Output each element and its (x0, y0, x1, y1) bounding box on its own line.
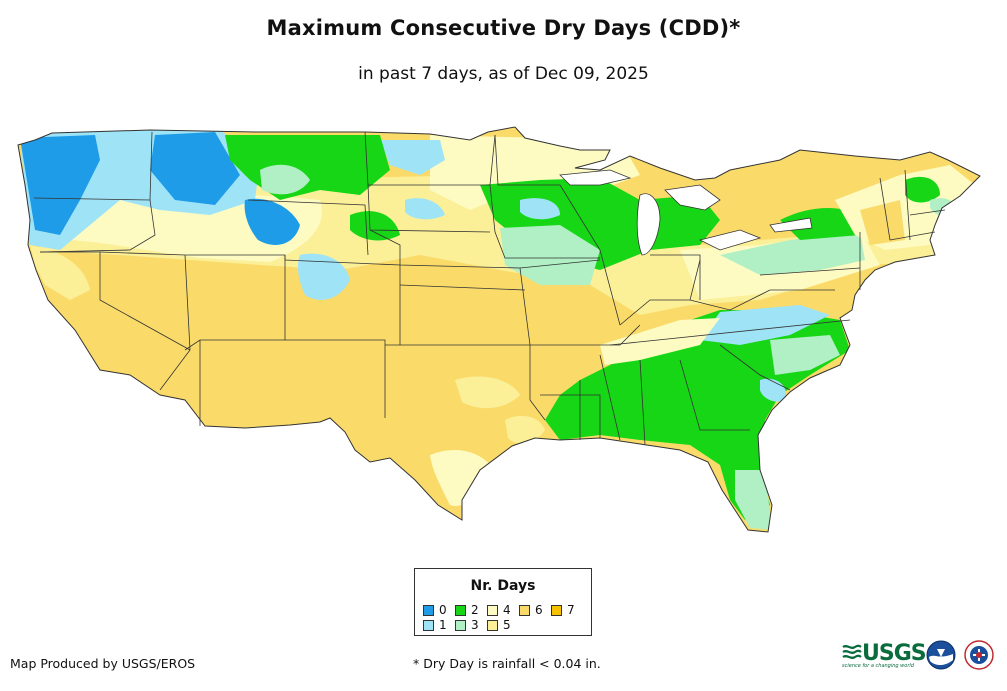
map-title: Maximum Consecutive Dry Days (CDD)* (266, 16, 741, 40)
legend-label: 3 (471, 618, 479, 632)
legend-swatch (455, 605, 466, 616)
legend-item-6: 6 (519, 604, 543, 618)
legend-label: 2 (471, 603, 479, 617)
legend-item-3: 3 (455, 619, 479, 633)
legend-label: 1 (439, 618, 447, 632)
usgs-wave-icon (842, 644, 862, 659)
great-lakes (559, 169, 813, 256)
legend-item-2: 2 (455, 604, 479, 618)
usgs-tagline: science for a changing world (842, 663, 914, 669)
usgs-logo-text: USGS (862, 641, 927, 666)
legend-swatch (487, 605, 498, 616)
legend-label: 7 (567, 603, 575, 617)
legend-item-4: 4 (487, 604, 511, 618)
legend-swatch (551, 605, 562, 616)
legend-label: 4 (503, 603, 511, 617)
map-subtitle: in past 7 days, as of Dec 09, 2025 (358, 64, 649, 84)
legend-title: Nr. Days (470, 578, 536, 594)
legend-swatch (423, 605, 434, 616)
legend-swatch (487, 620, 498, 631)
map-credit: Map Produced by USGS/EROS (10, 656, 196, 671)
state-borders (33, 131, 946, 446)
noaa-logo-icon (926, 640, 956, 670)
legend-item-0: 0 (423, 604, 447, 618)
nws-logo-icon (964, 640, 994, 670)
legend-item-5: 5 (487, 619, 511, 633)
legend-item-1: 1 (423, 619, 447, 633)
legend-label: 5 (503, 618, 511, 632)
dry-day-footnote: * Dry Day is rainfall < 0.04 in. (413, 656, 601, 671)
usgs-logo-icon: USGS science for a changing world (842, 641, 927, 669)
legend-label: 0 (439, 603, 447, 617)
legend-item-7: 7 (551, 604, 575, 618)
legend-swatch (455, 620, 466, 631)
legend-swatch (423, 620, 434, 631)
legend-swatch (519, 605, 530, 616)
legend-label: 6 (535, 603, 543, 617)
